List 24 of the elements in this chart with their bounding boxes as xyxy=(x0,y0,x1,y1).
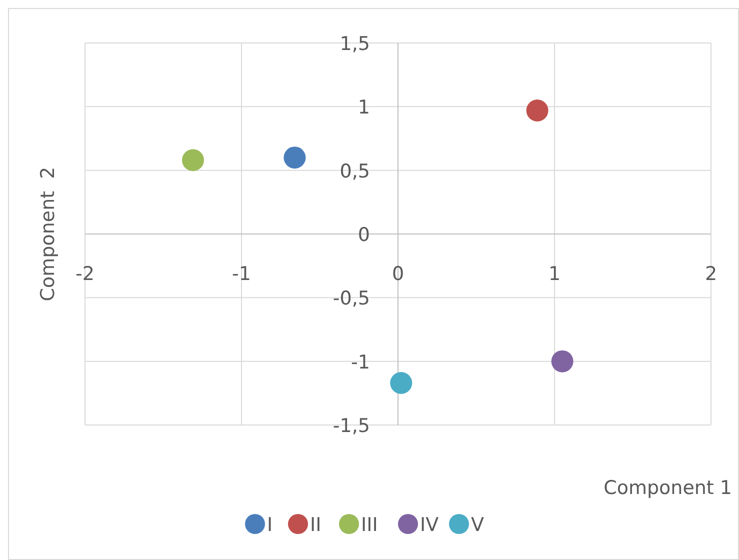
x-tick-label: 2 xyxy=(704,263,718,285)
x-tick-label: -1 xyxy=(232,263,251,285)
y-tick-label: 1,5 xyxy=(340,33,370,55)
x-axis-title: Component 1 xyxy=(604,477,732,499)
y-tick-label: 0 xyxy=(358,224,370,246)
x-tick-label: 1 xyxy=(548,263,561,285)
y-tick-label: 0,5 xyxy=(340,160,370,182)
legend-label: II xyxy=(310,514,322,536)
point xyxy=(284,146,306,169)
y-tick-label: -1,5 xyxy=(332,415,370,437)
x-tick-label: -2 xyxy=(76,263,94,285)
x-tick-label: 0 xyxy=(392,263,404,285)
y-tick-label: -0,5 xyxy=(332,288,370,310)
point xyxy=(182,149,204,172)
y-axis-title: Component 2 xyxy=(37,166,59,302)
y-tick-label: 1 xyxy=(358,96,370,119)
point xyxy=(551,350,574,372)
y-tick-label: -1 xyxy=(351,351,370,374)
legend-label: III xyxy=(361,514,378,536)
legend-label: IV xyxy=(420,514,439,536)
legend-label: I xyxy=(267,514,273,536)
legend-label: V xyxy=(471,514,484,536)
point xyxy=(390,372,412,394)
point xyxy=(526,100,548,122)
